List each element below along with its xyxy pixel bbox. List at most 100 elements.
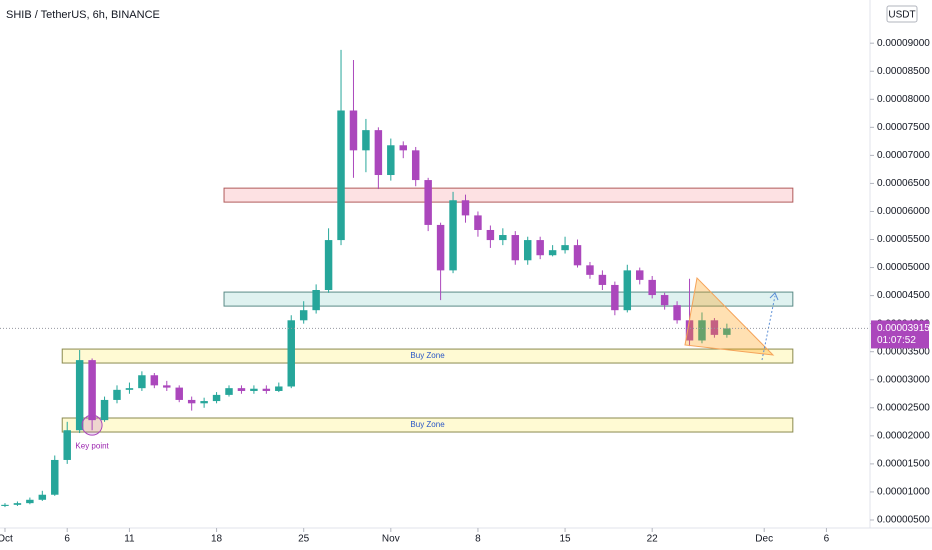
y-tick-label: 0.00003000 <box>877 374 930 385</box>
candle-body <box>586 265 594 275</box>
candle-body <box>113 389 121 400</box>
y-tick-label: 0.00001000 <box>877 487 930 498</box>
x-tick-label: 15 <box>560 534 572 545</box>
candle-body <box>187 399 196 404</box>
candle-body <box>150 375 159 386</box>
candle-body <box>611 284 619 311</box>
y-tick-label: 0.00002500 <box>877 402 930 413</box>
x-tick-label: 11 <box>124 534 135 545</box>
candle-body <box>63 430 71 460</box>
y-tick-label: 0.00002000 <box>877 430 930 441</box>
x-tick-label: 8 <box>475 534 481 545</box>
candle-body <box>523 240 532 261</box>
y-tick-label: 0.00001500 <box>877 459 930 470</box>
key-point-marker <box>81 414 103 436</box>
candle-body <box>287 320 295 387</box>
candle-body <box>636 270 644 280</box>
price-zone <box>223 291 794 307</box>
currency-badge[interactable] <box>886 5 918 23</box>
arrow-head <box>769 292 779 301</box>
candle-body <box>237 388 246 391</box>
candle-body <box>299 310 308 321</box>
candle-body <box>51 459 59 495</box>
candle-body <box>200 401 208 404</box>
y-tick-label: 0.00006500 <box>877 178 930 189</box>
x-tick-label: Nov <box>382 534 400 545</box>
y-tick-label: 0.00008500 <box>877 66 930 77</box>
zone-label: Buy Zone <box>410 351 445 360</box>
candle-body <box>38 494 47 500</box>
x-tick-label: 6 <box>64 534 70 545</box>
candle-body <box>262 388 271 391</box>
y-tick-label: 0.00000500 <box>877 515 930 526</box>
candle-body <box>138 375 146 389</box>
price-zone <box>61 348 794 364</box>
candle-body <box>474 215 482 230</box>
plot-area: Buy Zone Buy Zone Key point <box>1 49 794 508</box>
candle-body <box>125 388 134 390</box>
candle-body <box>486 229 495 241</box>
candle-body <box>250 388 258 391</box>
candle-body <box>100 399 109 421</box>
candle-body <box>275 386 283 391</box>
y-tick-label: 0.00006000 <box>877 206 930 217</box>
candle-body <box>88 360 96 421</box>
candle-body <box>424 180 432 225</box>
y-tick-label: 0.00003500 <box>877 346 930 357</box>
candle-body <box>573 245 582 266</box>
x-tick-label: Oct <box>0 534 13 545</box>
candle-body <box>337 110 345 241</box>
candle-body <box>362 130 370 151</box>
y-tick-label: 0.00007000 <box>877 150 930 161</box>
candle-body <box>561 245 569 251</box>
candle-body <box>212 394 221 402</box>
candle-body <box>324 240 333 290</box>
candle-body <box>598 274 607 285</box>
candle-body <box>26 499 34 504</box>
x-tick-label: 6 <box>824 534 830 545</box>
candle-body <box>660 295 669 306</box>
candle-body <box>399 145 407 151</box>
candle-body <box>75 360 84 431</box>
x-tick-label: 18 <box>211 534 223 545</box>
candle-body <box>461 200 470 216</box>
chart-title: SHIB / TetherUS, 6h, BINANCE <box>6 9 160 21</box>
currency-label[interactable]: USDT <box>888 10 915 21</box>
x-tick-label: 22 <box>647 534 659 545</box>
candle-body <box>723 328 731 335</box>
candle-body <box>349 110 358 151</box>
x-tick-label: Dec <box>755 534 773 545</box>
candle-body <box>536 240 544 256</box>
y-tick-label: 0.00005000 <box>877 262 930 273</box>
triangle-pattern <box>684 276 775 356</box>
candle-body <box>436 224 445 271</box>
annotation-label: Key point <box>75 441 109 450</box>
candle-body <box>673 305 681 321</box>
candle-body <box>175 387 183 400</box>
candle-body <box>499 235 507 241</box>
candle-body <box>13 503 22 505</box>
candle-body <box>374 130 383 176</box>
candle-body <box>648 279 656 296</box>
y-tick-label: 0.00007500 <box>877 122 930 133</box>
candle-body <box>685 320 694 341</box>
candle-body <box>1 504 9 506</box>
candle-body <box>411 150 420 181</box>
candle-body <box>387 145 395 176</box>
candle-body <box>449 200 457 271</box>
y-tick-label: 0.00005500 <box>877 234 930 245</box>
zone-label: Buy Zone <box>410 420 445 429</box>
candle-body <box>710 320 719 335</box>
x-tick-label: 25 <box>298 534 310 545</box>
y-tick-label: 0.00009000 <box>877 38 930 49</box>
candle-body <box>312 289 320 311</box>
candle-body <box>698 320 706 341</box>
candle-body <box>623 270 632 311</box>
y-tick-label: 0.00004500 <box>877 290 930 301</box>
candle-body <box>163 385 171 388</box>
price-zone <box>61 417 794 433</box>
last-price-label: 0.00003915 <box>877 323 930 334</box>
candle-body <box>548 250 557 256</box>
